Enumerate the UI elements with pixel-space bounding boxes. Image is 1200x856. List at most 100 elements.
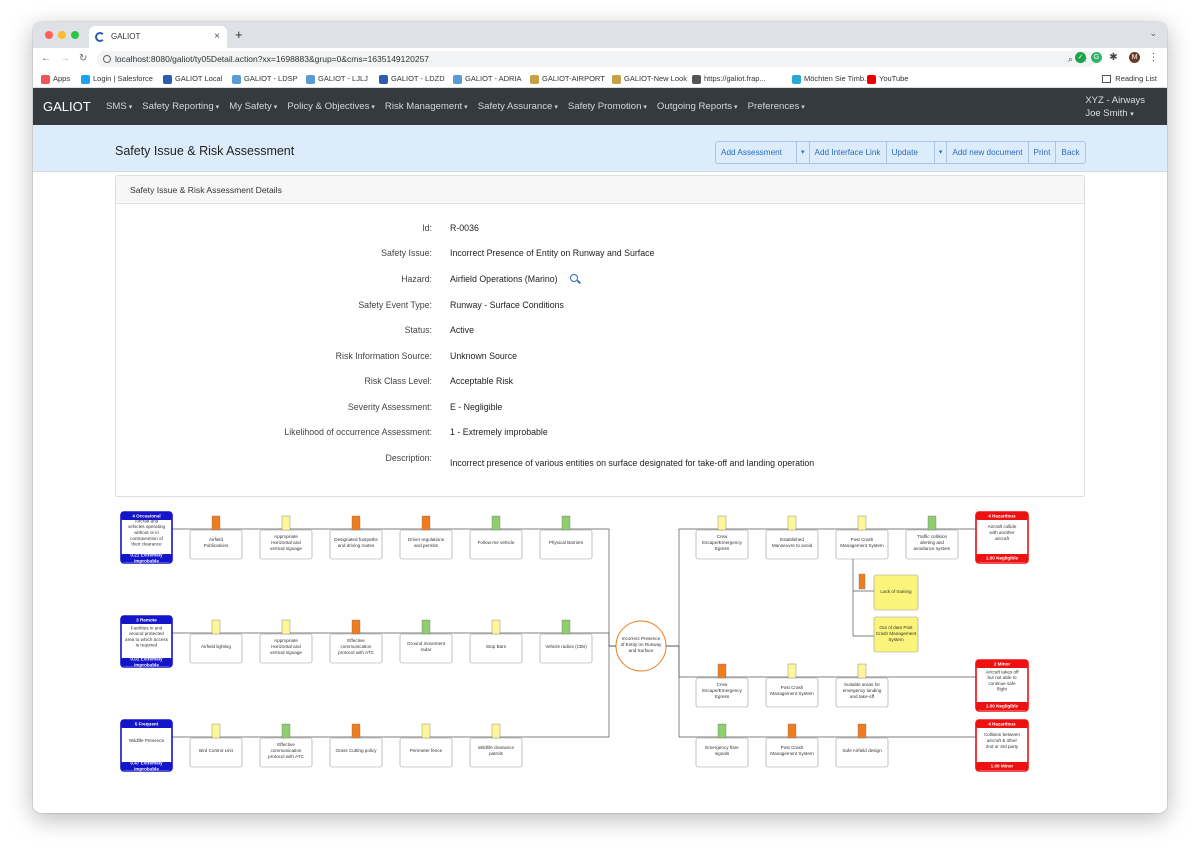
barrier-node[interactable]: Perimeter fence <box>399 723 453 768</box>
new-tab-button[interactable]: + <box>235 27 243 42</box>
bookmark-label: GALIOT - ADRIA <box>465 74 522 83</box>
print-button[interactable]: Print <box>1029 142 1057 163</box>
reload-icon[interactable]: ↻ <box>79 53 88 64</box>
nav-menu-safety-reporting[interactable]: Safety Reporting <box>137 88 224 125</box>
nav-menu-sms[interactable]: SMS <box>101 88 137 125</box>
bookmark-galiot-new-look[interactable]: GALIOT-New Look <box>612 70 687 88</box>
site-info-icon[interactable] <box>103 55 111 63</box>
barrier-node[interactable]: Established Manoeuvre to avoid <box>765 515 819 560</box>
barrier-effectiveness-marker <box>421 515 431 531</box>
bookmark-youtube[interactable]: YouTube <box>867 70 908 88</box>
barrier-node[interactable]: Physical Barriers <box>539 515 593 560</box>
browser-tab[interactable]: GALIOT × <box>89 26 227 48</box>
maximize-window-button[interactable] <box>71 31 79 39</box>
extensions-puzzle-icon[interactable]: ✱ <box>1109 52 1118 63</box>
bookmark-https-galiot-frap[interactable]: https://galiot.frap... <box>692 70 766 88</box>
barrier-node[interactable]: Bird Control Unit <box>189 723 243 768</box>
bookmark-galiot-ldsp[interactable]: GALIOT - LDSP <box>232 70 298 88</box>
update-dropdown[interactable]: ▾ <box>935 142 948 163</box>
nav-menu-my-safety[interactable]: My Safety <box>224 88 282 125</box>
barrier-node[interactable]: Appropriate Horizontal and vertical signag… <box>259 619 313 664</box>
bookmark-login-salesforce[interactable]: Login | Salesforce <box>81 70 153 88</box>
barrier-node[interactable]: Follow-me vehicle <box>469 515 523 560</box>
barrier-node[interactable]: Grass Cutting policy <box>329 723 383 768</box>
add-assessment-dropdown[interactable]: ▾ <box>797 142 810 163</box>
zoom-icon[interactable]: ⌕ <box>1067 54 1073 64</box>
minimize-window-button[interactable] <box>58 31 66 39</box>
barrier-node[interactable]: Ground movement radar <box>399 619 453 664</box>
bookmark-galiot-ljlj[interactable]: GALIOT - LJLJ <box>306 70 368 88</box>
forward-arrow-icon[interactable]: → <box>60 53 70 64</box>
bookmark-galiot-adria[interactable]: GALIOT - ADRIA <box>453 70 522 88</box>
nav-menu-outgoing-reports[interactable]: Outgoing Reports <box>652 88 743 125</box>
address-bar[interactable]: localhost:8080/galiot/ty05Detail.action?… <box>97 51 1095 67</box>
threat-node[interactable]: 5 Frequent Wildlife Presence 0.47 Extremel… <box>120 719 173 772</box>
barrier-label: Appropriate Horizontal and vertical signag… <box>270 638 302 655</box>
back-button[interactable]: Back <box>1061 148 1080 157</box>
barrier-node[interactable]: Suitable areas for emergency landing and t… <box>835 663 889 708</box>
add-interface-link-button[interactable]: Add Interface Link <box>810 142 887 163</box>
escalation-factor-node[interactable]: Out of date Post Crash Management System <box>873 616 919 653</box>
user-menu[interactable]: XYZ - Airways Joe Smith ▾ <box>1085 94 1145 121</box>
field-label: Safety Event Type: <box>358 300 432 310</box>
tab-strip: GALIOT × + ⌄ <box>33 22 1167 48</box>
barrier-node[interactable]: Appropriate Horizontal and vertical signag… <box>259 515 313 560</box>
barrier-node[interactable]: Vehicle radios (CBs) <box>539 619 593 664</box>
brand-logo[interactable]: GALIOT <box>43 99 91 114</box>
barrier-node[interactable]: Emergency flare signals <box>695 723 749 768</box>
close-tab-icon[interactable]: × <box>214 31 220 42</box>
close-window-button[interactable] <box>45 31 53 39</box>
barrier-node[interactable]: Airfield Publications <box>189 515 243 560</box>
escalation-factor-node[interactable]: Lack of training <box>873 574 919 611</box>
add-assessment-button[interactable]: Add Assessment <box>716 142 797 163</box>
consequence-node[interactable]: 4 Hazardous Aircraft collide with another a… <box>975 511 1029 564</box>
nav-menu-safety-assurance[interactable]: Safety Assurance <box>473 88 563 125</box>
detail-row: Safety Issue: Incorrect Presence of Entit… <box>116 248 1086 268</box>
barrier-node[interactable]: Driver regulations and permits <box>399 515 453 560</box>
bookmark-apps[interactable]: Apps <box>41 70 70 88</box>
profile-avatar[interactable]: M <box>1129 52 1140 63</box>
browser-menu-icon[interactable]: ⋮ <box>1148 52 1159 63</box>
bookmark-favicon-icon <box>81 75 90 84</box>
nav-menu-safety-promotion[interactable]: Safety Promotion <box>563 88 652 125</box>
reading-list-icon <box>1102 75 1112 83</box>
bookmark-galiot-airport[interactable]: GALIOT-AIRPORT <box>530 70 605 88</box>
nav-menu-risk-management[interactable]: Risk Management <box>380 88 473 125</box>
barrier-node[interactable]: Crew Escape/Emergency Egress <box>695 515 749 560</box>
barrier-node[interactable]: Post Crash Management System <box>765 723 819 768</box>
barrier-node[interactable]: Wildlife clearance patrols <box>469 723 523 768</box>
barrier-node[interactable]: Airfield lighting <box>189 619 243 664</box>
barrier-label: Driver regulations and permits <box>408 537 445 548</box>
back-arrow-icon[interactable]: ← <box>41 53 51 64</box>
barrier-node[interactable]: Designated footpaths and driving routes <box>329 515 383 560</box>
bookmark-galiot-local[interactable]: GALIOT Local <box>163 70 222 88</box>
nav-menu-policy-objectives[interactable]: Policy & Objectives <box>282 88 380 125</box>
barrier-node[interactable]: Stop Bars <box>469 619 523 664</box>
bookmark-m-chten-sie-timb[interactable]: Möchten Sie Timb... <box>792 70 870 88</box>
reading-list-button[interactable]: Reading List <box>1102 70 1157 88</box>
hazard-search-icon[interactable] <box>570 274 578 282</box>
barrier-node[interactable]: Traffic collision alerting and avoidance s… <box>905 515 959 560</box>
barrier-node[interactable]: Effective communication protocol with ATC <box>329 619 383 664</box>
field-label: Severity Assessment: <box>347 402 432 412</box>
bookmark-favicon-icon <box>792 75 801 84</box>
consequence-node[interactable]: 4 Hazardous Collision between aircraft & o… <box>975 719 1029 772</box>
barrier-label: Effective communication protocol with ATC <box>268 742 304 759</box>
threat-node[interactable]: 3 Remote Facilities in and around protecte… <box>120 615 173 668</box>
top-event-node[interactable]: Incorrect Presence of Entity on Runway and… <box>615 620 667 672</box>
nav-menu-preferences[interactable]: Preferences <box>743 88 810 125</box>
grammarly-icon[interactable]: G <box>1091 52 1102 63</box>
add-document-button[interactable]: Add new document <box>947 142 1029 163</box>
barrier-node[interactable]: Crew Escape/Emergency Egress <box>695 663 749 708</box>
extension-check-icon[interactable]: ✓ <box>1075 52 1086 63</box>
bookmark-galiot-ldzd[interactable]: GALIOT - LDZD <box>379 70 445 88</box>
tab-search-chevron-icon[interactable]: ⌄ <box>1149 28 1157 38</box>
consequence-node[interactable]: 2 Minor Aircraft takes off but not able to… <box>975 659 1029 712</box>
barrier-node[interactable]: Safe Airfield design <box>835 723 889 768</box>
barrier-node[interactable]: Post Crash Management System <box>835 515 889 560</box>
field-label: Safety Issue: <box>381 248 432 258</box>
barrier-node[interactable]: Post Crash Management System <box>765 663 819 708</box>
barrier-node[interactable]: Effective communication protocol with ATC <box>259 723 313 768</box>
update-button[interactable]: Update <box>887 142 935 163</box>
